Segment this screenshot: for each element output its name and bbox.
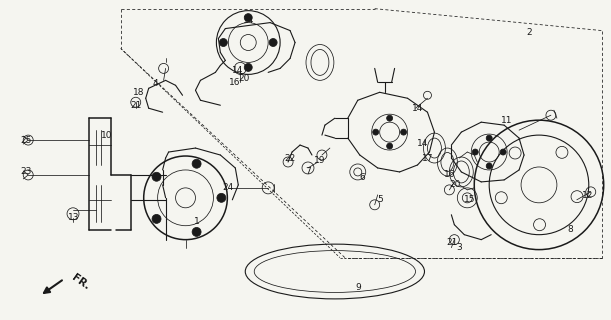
Text: 7: 7 [305,167,311,176]
Text: 8: 8 [567,225,573,234]
Circle shape [192,159,201,168]
Text: 1: 1 [194,217,199,226]
Text: 14: 14 [417,139,428,148]
Circle shape [152,214,161,223]
Text: 22: 22 [285,154,296,163]
Text: 21: 21 [447,238,458,247]
Text: 19: 19 [314,156,326,164]
Circle shape [244,63,252,71]
Text: 3: 3 [456,243,462,252]
Text: 14: 14 [232,66,243,75]
Circle shape [486,163,492,169]
Text: 18: 18 [133,88,144,97]
Text: 4: 4 [153,79,158,88]
Circle shape [373,129,379,135]
Circle shape [472,149,478,155]
Text: 6: 6 [359,173,365,182]
Text: 14: 14 [412,104,423,113]
Text: 14: 14 [243,16,254,25]
Circle shape [192,228,201,236]
Text: 12: 12 [582,191,593,200]
Text: 11: 11 [502,116,513,125]
Text: 9: 9 [355,283,360,292]
Text: 5: 5 [377,195,382,204]
Circle shape [486,135,492,141]
Text: 10: 10 [101,131,112,140]
Text: 20: 20 [450,180,461,189]
Text: 24: 24 [223,183,234,192]
Text: 25: 25 [21,136,32,145]
Circle shape [401,129,406,135]
Circle shape [217,193,226,202]
Text: FR.: FR. [70,273,92,292]
Text: 20: 20 [238,74,250,83]
Text: 17: 17 [422,154,433,163]
Text: 13: 13 [68,213,80,222]
Text: 16: 16 [444,171,455,180]
Text: 21: 21 [130,101,141,110]
Circle shape [387,115,393,121]
Circle shape [244,14,252,22]
Circle shape [269,38,277,46]
Circle shape [387,143,393,149]
Text: 16: 16 [229,78,240,87]
Text: 2: 2 [526,28,532,37]
Text: 23: 23 [21,167,32,176]
Circle shape [500,149,506,155]
Circle shape [152,172,161,181]
Circle shape [219,38,227,46]
Text: 15: 15 [464,195,475,204]
